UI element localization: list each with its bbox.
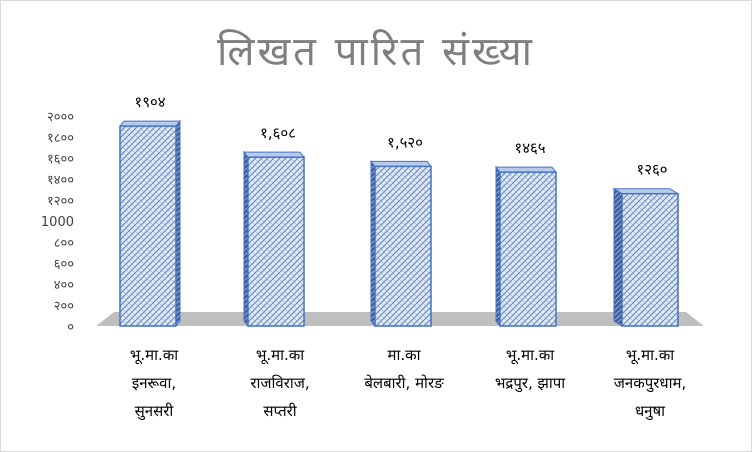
category-label: भू.मा.का इनरूवा, सुनसरी xyxy=(90,341,218,425)
category-label-line: भद्रपुर, झापा xyxy=(494,374,566,392)
bar-top xyxy=(118,120,182,127)
category-label-line: जनकपुरधाम, xyxy=(613,374,687,392)
bar xyxy=(612,187,680,327)
category-label-line: राजविराज, xyxy=(250,374,310,392)
data-label: १,५२० xyxy=(387,133,423,151)
category-label-line: बेलबारी, मोरङ xyxy=(364,374,444,392)
bar-side xyxy=(613,187,623,327)
bar-series: १९०४ १,६०८ १,५२० १४६५ १२६० xyxy=(118,93,680,328)
category-label-line: भू.मा.का xyxy=(255,346,305,364)
category-label-line: सुनसरी xyxy=(134,402,174,420)
y-tick-label: १४०० xyxy=(47,173,74,188)
y-tick-label: ४०० xyxy=(54,278,74,293)
category-label-line: सप्तरी xyxy=(263,402,297,420)
category-label: भू.मा.का जनकपुरधाम, धनुषा xyxy=(586,341,714,425)
bar-front xyxy=(621,192,679,327)
category-label-line: इनरूवा, xyxy=(131,374,177,392)
bar-front xyxy=(247,156,305,327)
category-label: मा.का बेलबारी, मोरङ xyxy=(340,341,468,397)
y-tick-label: १२०० xyxy=(47,194,74,209)
y-tick-label: 1000 xyxy=(41,215,74,230)
category-label: भू.मा.का राजविराज, सप्तरी xyxy=(216,341,344,425)
data-label: १४६५ xyxy=(514,139,545,157)
bar-front xyxy=(374,165,432,327)
y-tick-label: ८०० xyxy=(54,236,74,251)
y-tick-label: ६०० xyxy=(54,257,74,272)
bar-top xyxy=(612,188,680,195)
category-label-line: भू.मा.का xyxy=(505,346,555,364)
bar xyxy=(494,165,558,328)
data-label: १,६०८ xyxy=(260,124,296,142)
category-label-line: भू.मा.का xyxy=(129,346,179,364)
y-tick-label: ० xyxy=(67,320,74,335)
y-tick-label: २००० xyxy=(47,110,74,125)
bar-front xyxy=(499,171,557,327)
category-label: भू.मा.का भद्रपुर, झापा xyxy=(466,341,594,397)
y-tick-label: २०० xyxy=(54,299,74,314)
data-label: १२६० xyxy=(636,161,667,179)
data-label: १९०४ xyxy=(134,93,165,111)
category-label-line: मा.का xyxy=(387,346,421,364)
bar xyxy=(242,150,306,328)
bar xyxy=(118,119,182,328)
bar-front xyxy=(119,125,177,327)
y-axis: ० २०० ४०० ६०० ८०० 1000 १२०० १४०० १६०० १८०० २००० xyxy=(41,110,74,335)
chart-title: लिखत पारित संख्या xyxy=(216,29,536,75)
y-tick-label: १६०० xyxy=(47,152,74,167)
category-label-line: धनुषा xyxy=(634,402,666,420)
category-label-line: भू.मा.का xyxy=(625,346,675,364)
bar xyxy=(369,159,433,328)
y-tick-label: १८०० xyxy=(47,131,74,146)
